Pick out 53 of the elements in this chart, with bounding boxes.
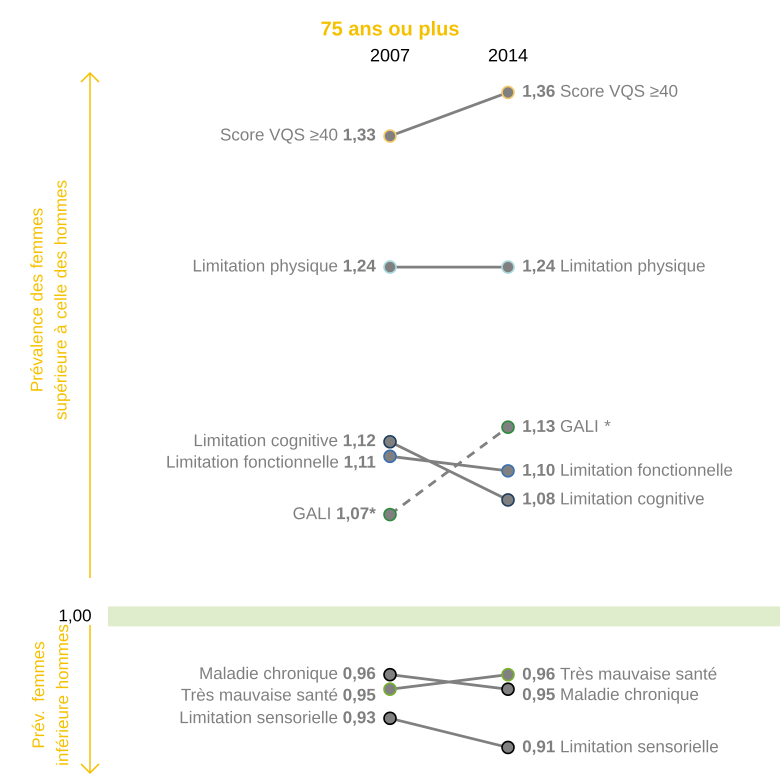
point xyxy=(383,260,397,274)
chart-title: 75 ans ou plus xyxy=(321,20,459,40)
data-label: 1,36 xyxy=(523,84,555,100)
data-label: 0,95 xyxy=(343,688,376,704)
data-label: 1,13 xyxy=(523,420,555,434)
text: Limitation sensorielle xyxy=(180,710,338,724)
data-label: 1,24 xyxy=(523,260,556,274)
text: Score VQS ≥40 xyxy=(220,128,338,144)
text: GALI xyxy=(560,420,598,432)
point xyxy=(501,420,515,434)
data-label: 0,95 xyxy=(522,688,555,703)
text: Maladie chronique xyxy=(561,688,698,704)
data-label: 1,12 xyxy=(344,434,376,449)
x-tick-label: 2007 xyxy=(370,48,410,62)
ref-line-label: 1,00 xyxy=(60,609,91,624)
x-tick-label: 2014 xyxy=(488,48,528,62)
text: Limitation cognitive xyxy=(561,492,704,508)
data-label: 0,93 xyxy=(343,711,376,726)
text: Limitation fonctionnelle xyxy=(167,455,338,468)
data-label: 1,24 xyxy=(344,260,376,274)
text: Limitation physique xyxy=(561,259,705,276)
data-label: 0,91 xyxy=(522,740,555,755)
text: Prév. femmes inférieure hommes xyxy=(32,624,68,765)
text: * xyxy=(604,420,611,426)
text: Prévalence des femmes supérieure à celle des hommes xyxy=(30,180,70,420)
point xyxy=(383,682,397,696)
data-label: 1,08 xyxy=(523,492,555,507)
data-label: 0,96 xyxy=(343,667,376,682)
text: Limitation fonctionnelle xyxy=(561,463,732,476)
text: Score VQS ≥40 xyxy=(560,84,678,100)
point xyxy=(501,260,515,274)
data-label: 0,96 xyxy=(522,668,555,682)
data-label: 1,11 xyxy=(344,456,376,470)
point xyxy=(501,668,515,682)
text: Limitation cognitive xyxy=(194,434,338,450)
text: Limitation physique xyxy=(194,259,338,276)
point xyxy=(383,129,397,143)
data-label: 1,33 xyxy=(344,128,376,144)
text: Limitation sensorielle xyxy=(561,740,718,752)
point xyxy=(501,86,515,100)
point xyxy=(383,434,397,449)
point xyxy=(383,508,397,522)
text: Maladie chronique xyxy=(200,666,338,683)
point xyxy=(501,464,515,478)
text: Très mauvaise santé xyxy=(181,688,338,701)
data-label: 1,10 xyxy=(523,464,555,478)
point xyxy=(383,668,397,682)
text: GALI xyxy=(294,507,330,520)
point xyxy=(501,682,515,696)
text: Très mauvaise santé xyxy=(560,667,716,680)
data-label: 1,07* xyxy=(337,507,376,522)
point xyxy=(383,450,397,464)
point xyxy=(501,493,515,507)
